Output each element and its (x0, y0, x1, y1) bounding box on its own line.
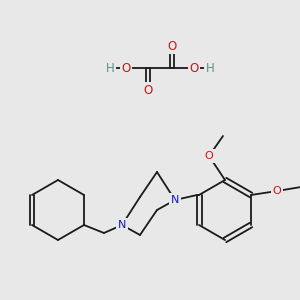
Text: O: O (205, 151, 213, 161)
Text: N: N (118, 220, 126, 230)
Text: O: O (273, 186, 281, 196)
Text: O: O (167, 40, 177, 52)
Text: N: N (171, 195, 179, 205)
Text: H: H (106, 61, 114, 74)
Text: O: O (143, 83, 153, 97)
Text: O: O (122, 61, 130, 74)
Text: O: O (189, 61, 199, 74)
Text: H: H (206, 61, 214, 74)
